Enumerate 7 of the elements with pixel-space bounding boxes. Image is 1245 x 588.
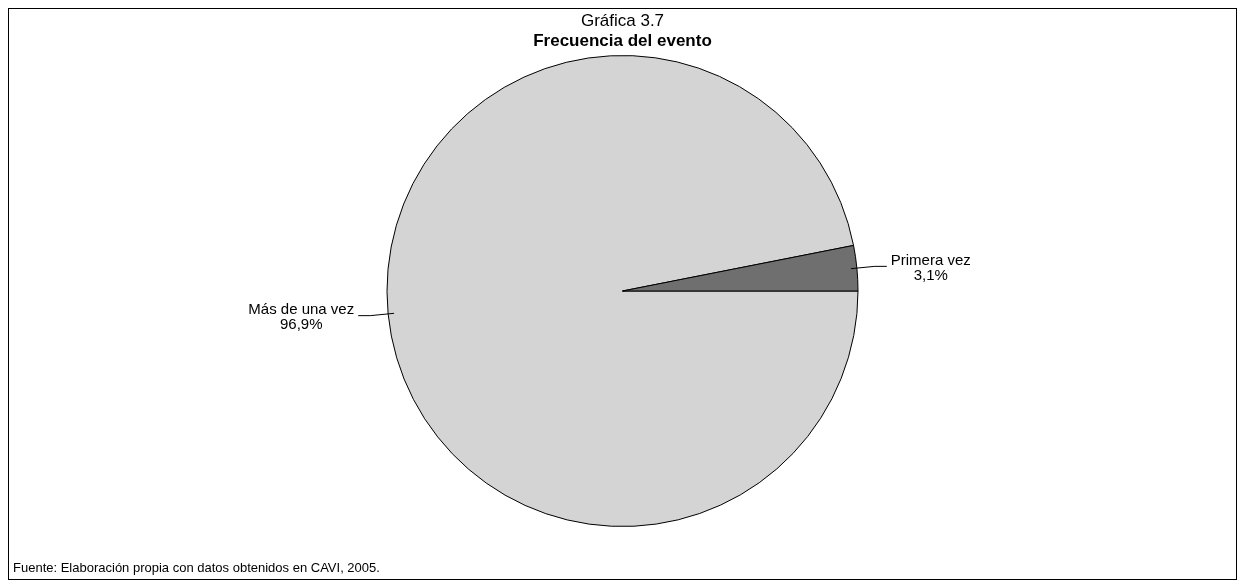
source-note: Fuente: Elaboración propia con datos obtenidos en CAVI, 2005. [13,560,380,575]
data-label: 3,1% [913,265,948,283]
data-label: 96,9% [279,315,323,333]
slice-label: Más de una vez [248,300,355,318]
chart-subtitle: Frecuencia del evento [532,31,713,51]
chart-title: Gráfica 3.7 [579,11,666,31]
slice-label: Primera vez [890,250,971,268]
